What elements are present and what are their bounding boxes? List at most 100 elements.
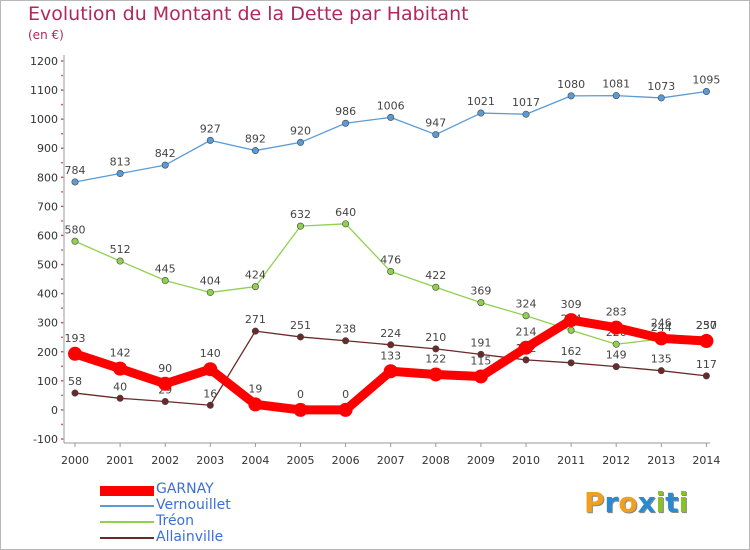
data-point-vernouillet [657, 94, 665, 102]
chart-title: Evolution du Montant de la Dette par Hab… [28, 3, 469, 25]
x-tick-label: 2013 [647, 454, 675, 467]
data-point-garnay [338, 402, 353, 417]
data-point-vernouillet [522, 110, 530, 118]
data-label-garnay: 283 [606, 306, 627, 319]
data-point-allainville [116, 394, 124, 402]
data-label-allainville: 224 [380, 327, 401, 340]
data-point-vernouillet [251, 147, 259, 155]
data-label-allainville: 135 [651, 353, 672, 366]
y-tick-label: 100 [37, 375, 58, 388]
data-label-allainville: 16 [203, 387, 217, 400]
y-minor-tick [61, 307, 63, 310]
data-point-allainville [387, 341, 395, 349]
data-point-tron [71, 237, 79, 245]
y-minor-tick [61, 365, 63, 368]
data-label-vernouillet: 986 [335, 105, 356, 118]
legend-item-treon: Tréon [100, 513, 360, 530]
data-point-garnay [113, 361, 128, 376]
data-label-garnay: 193 [65, 332, 86, 345]
y-minor-tick [61, 132, 63, 135]
data-label-allainville: 162 [561, 345, 582, 358]
data-label-allainville: 210 [425, 331, 446, 344]
data-label-tron: 424 [245, 269, 266, 282]
data-label-garnay: 115 [470, 354, 491, 367]
data-point-garnay [564, 313, 579, 328]
data-point-allainville [206, 401, 214, 409]
data-point-tron [206, 288, 214, 296]
legend-item-allainville: Allainville [100, 529, 360, 546]
y-minor-tick [61, 278, 63, 280]
legend-item-garnay: GARNAY [100, 481, 360, 498]
data-label-allainville: 149 [606, 349, 627, 362]
y-minor-tick [61, 60, 63, 62]
y-tick-label: 300 [37, 317, 58, 330]
logo-letter: i [655, 486, 666, 519]
data-label-garnay: 309 [561, 298, 582, 311]
x-tick-label: 2010 [512, 454, 540, 467]
legend-label-vernouillet: Vernouillet [156, 497, 231, 513]
data-label-tron: 244 [651, 321, 672, 334]
logo-letter: i [678, 486, 689, 519]
data-point-vernouillet [342, 119, 350, 127]
y-minor-tick [61, 176, 63, 179]
data-label-allainville: 40 [113, 380, 127, 393]
y-tick-label: 500 [37, 259, 58, 272]
data-label-vernouillet: 927 [200, 122, 221, 135]
y-minor-tick [61, 350, 63, 353]
data-label-tron: 250 [696, 319, 717, 332]
y-tick-label: 1200 [30, 55, 58, 68]
data-label-vernouillet: 813 [110, 156, 131, 169]
data-label-garnay: 142 [110, 347, 131, 360]
y-tick-label: 900 [37, 142, 58, 155]
data-point-tron [342, 220, 350, 228]
y-tick-label: 200 [37, 346, 58, 359]
data-label-allainville: 58 [68, 375, 82, 388]
data-label-tron: 580 [65, 223, 86, 236]
data-label-tron: 632 [290, 208, 311, 221]
data-point-allainville [657, 367, 665, 375]
x-tick-label: 2006 [332, 454, 360, 467]
y-minor-tick [61, 379, 63, 382]
data-point-allainville [522, 356, 530, 364]
data-point-tron [522, 312, 530, 320]
data-label-tron: 476 [380, 254, 401, 267]
y-tick-label: 1100 [30, 84, 58, 97]
data-label-vernouillet: 1021 [467, 95, 495, 108]
data-label-garnay: 122 [425, 352, 446, 365]
data-label-allainville: 238 [335, 323, 356, 336]
y-minor-tick [61, 205, 63, 208]
data-label-garnay: 0 [297, 388, 304, 401]
data-label-tron: 369 [470, 285, 491, 298]
data-point-allainville [296, 333, 304, 341]
legend-label-allainville: Allainville [156, 529, 224, 545]
data-label-allainville: 191 [470, 336, 491, 349]
data-label-tron: 445 [155, 263, 176, 276]
y-minor-tick [61, 409, 63, 411]
x-tick-label: 2007 [377, 454, 405, 467]
data-label-garnay: 237 [696, 319, 717, 332]
legend-swatch-vernouillet [100, 505, 154, 507]
data-point-garnay [68, 346, 82, 361]
y-minor-tick [61, 74, 63, 77]
data-point-allainville [432, 345, 440, 353]
data-label-vernouillet: 947 [425, 117, 446, 130]
y-minor-tick [61, 190, 63, 193]
data-point-vernouillet [296, 138, 304, 146]
y-minor-tick [61, 118, 63, 121]
data-point-allainville [161, 397, 169, 405]
data-point-vernouillet [477, 109, 485, 117]
legend-swatch-garnay [100, 486, 154, 496]
legend-swatch-allainville [100, 537, 154, 539]
x-tick-label: 2002 [151, 454, 179, 467]
data-point-allainville [71, 389, 79, 397]
data-label-garnay: 214 [516, 326, 537, 339]
data-label-garnay: 133 [380, 349, 401, 362]
data-label-garnay: 90 [158, 362, 172, 375]
data-point-garnay [473, 369, 488, 384]
x-tick-label: 2012 [602, 454, 630, 467]
y-minor-tick [61, 423, 63, 426]
data-point-garnay [428, 367, 443, 382]
y-minor-tick [61, 234, 63, 237]
data-label-tron: 640 [335, 206, 356, 219]
